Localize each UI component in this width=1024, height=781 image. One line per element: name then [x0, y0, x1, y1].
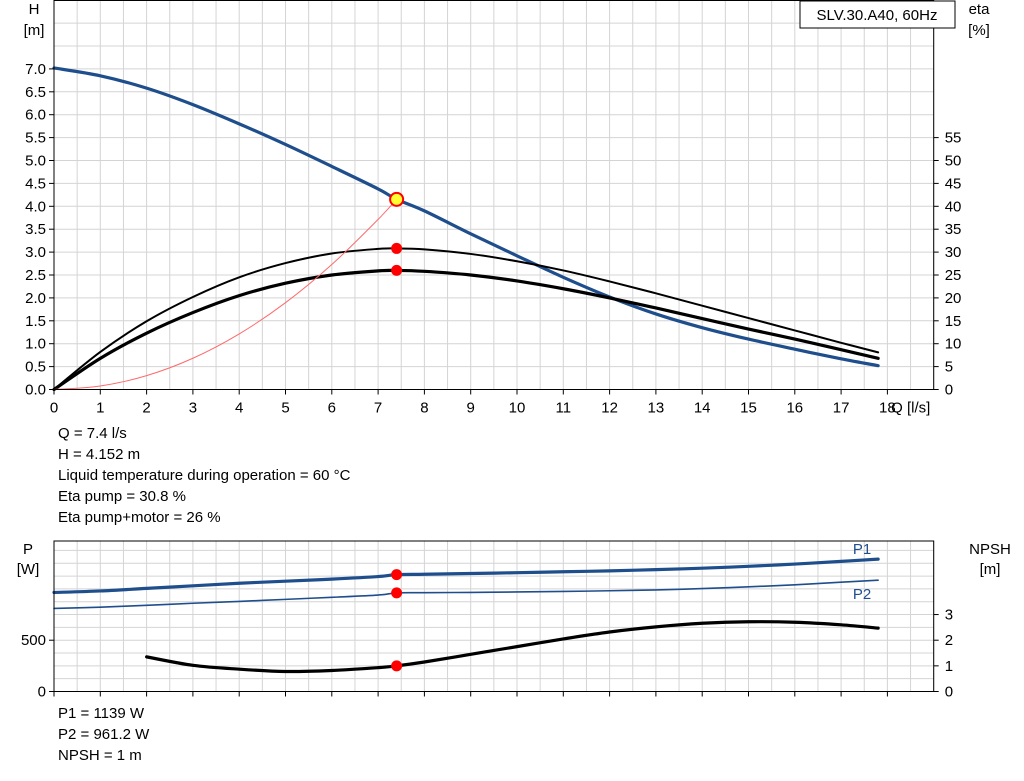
y-right-tick-label: 20: [945, 290, 962, 307]
readout-p2: P2 = 961.2 W: [58, 726, 150, 743]
y-left-tick-label: 0: [38, 684, 46, 701]
y-right-tick-label: 30: [945, 244, 962, 261]
x-tick-label: 11: [556, 400, 572, 417]
top-chart-curves: [52, 66, 880, 392]
y-left-tick-label: 2.5: [25, 267, 46, 284]
y-left-tick-label: 4.5: [25, 175, 46, 192]
x-tick-label: 1: [96, 400, 104, 417]
readout-p1: P1 = 1139 W: [58, 705, 145, 722]
y-right-tick-label: 0: [945, 684, 953, 701]
x-tick-label: 0: [50, 400, 58, 417]
x-tick-label: 12: [601, 400, 618, 417]
y-right-axis-unit: [%]: [968, 22, 990, 39]
npsh-axis-unit: [m]: [980, 561, 1001, 578]
bottom-chart-axes: 0 500 0 1 2 3 P [W] NPSH [m]: [17, 540, 1011, 701]
y-left-axis-label: H: [29, 1, 40, 18]
x-tick-label: 14: [694, 400, 711, 417]
duty-point-marker: [389, 191, 405, 207]
y-right-tick-label: 55: [945, 130, 962, 147]
y-right-tick-label: 0: [945, 382, 953, 399]
y-left-tick-label: 0.0: [25, 382, 46, 399]
y-left-tick-label: 5.0: [25, 153, 46, 170]
y-left-tick-label: 500: [21, 632, 46, 649]
x-tick-label: 3: [189, 400, 197, 417]
y-right-tick-label: 5: [945, 359, 953, 376]
p2-curve: [53, 579, 879, 610]
system-curve: [53, 198, 398, 390]
eta-pump-curve: [53, 247, 880, 391]
top-chart-axes: 0.0 0.5 1.0 1.5 2.0 2.5 3.0 3.5 4.0 4.5 5.0 5.5 6.0 6…: [24, 0, 991, 417]
operating-point-readout: Q = 7.4 l/s H = 4.152 m Liquid temperatu…: [58, 423, 350, 528]
p1-series-label: P1: [853, 541, 871, 558]
chart-title: SLV.30.A40, 60Hz: [817, 7, 938, 24]
y-left-tick-label: 3.5: [25, 221, 46, 238]
y-right-tick-label: 10: [945, 336, 962, 353]
readout-eta-pump-motor: Eta pump+motor = 26 %: [58, 509, 221, 526]
readout-liquid-temperature: Liquid temperature during operation = 60…: [58, 467, 351, 484]
power-axis-unit: [W]: [17, 561, 40, 578]
y-left-tick-label: 6.5: [25, 84, 46, 101]
x-tick-label: 9: [467, 400, 475, 417]
y-right-tick-label: 45: [945, 175, 962, 192]
y-left-tick-label: 2.0: [25, 290, 46, 307]
y-right-tick-label: 1: [945, 658, 953, 675]
bottom-chart-curves: P1 P2: [52, 541, 880, 674]
x-tick-label: 10: [509, 400, 526, 417]
y-left-tick-label: 3.0: [25, 244, 46, 261]
y-right-tick-label: 50: [945, 153, 962, 170]
npsh-axis-label: NPSH: [969, 541, 1011, 558]
y-right-tick-label: 35: [945, 221, 962, 238]
chart-title-box: [799, 0, 956, 29]
y-right-axis-label: eta: [969, 1, 991, 18]
p1-curve: [52, 557, 880, 595]
x-tick-label: 4: [235, 400, 243, 417]
p1-point-marker: [391, 569, 403, 581]
eta-point-marker: [391, 264, 403, 276]
power-axis-label: P: [23, 541, 33, 558]
y-left-tick-label: 7.0: [25, 61, 46, 78]
x-tick-label: 16: [786, 400, 803, 417]
y-left-axis-unit: [m]: [24, 22, 45, 39]
y-left-tick-label: 6.0: [25, 107, 46, 124]
x-tick-label: 8: [420, 400, 428, 417]
p2-series-label: P2: [853, 586, 871, 603]
npsh-point-marker: [391, 660, 403, 672]
readout-eta-pump: Eta pump = 30.8 %: [58, 488, 186, 505]
power-readout: P1 = 1139 W P2 = 961.2 W NPSH = 1 m: [58, 703, 149, 766]
y-right-tick-label: 2: [945, 632, 953, 649]
y-left-tick-label: 0.5: [25, 359, 46, 376]
x-axis-label: Q [l/s]: [891, 400, 930, 417]
npsh-curve: [145, 620, 880, 674]
y-left-tick-label: 5.5: [25, 130, 46, 147]
y-left-tick-label: 4.0: [25, 198, 46, 215]
top-chart-grid: [54, 0, 935, 390]
y-left-tick-label: 1.5: [25, 313, 46, 330]
x-tick-label: 17: [833, 400, 850, 417]
top-chart-frame: [53, 0, 935, 390]
x-tick-label: 6: [328, 400, 336, 417]
y-left-tick-label: 1.0: [25, 336, 46, 353]
readout-npsh: NPSH = 1 m: [58, 747, 142, 764]
p2-point-marker: [391, 587, 403, 599]
bottom-chart-frame: [53, 540, 935, 692]
x-tick-label: 18: [879, 400, 896, 417]
bottom-chart-grid: [54, 541, 935, 692]
y-right-tick-label: 3: [945, 607, 953, 624]
x-tick-label: 15: [740, 400, 757, 417]
x-tick-label: 2: [142, 400, 150, 417]
y-right-tick-label: 40: [945, 198, 962, 215]
readout-flow: Q = 7.4 l/s: [58, 425, 127, 442]
eta-point-marker: [391, 242, 403, 254]
y-right-tick-label: 25: [945, 267, 962, 284]
readout-head: H = 4.152 m: [58, 446, 141, 463]
eta-pump-motor-curve: [52, 268, 880, 392]
x-tick-label: 7: [374, 400, 382, 417]
x-tick-label: 13: [648, 400, 665, 417]
y-right-tick-label: 15: [945, 313, 962, 330]
qh-curve: [52, 66, 880, 368]
x-tick-label: 5: [281, 400, 289, 417]
